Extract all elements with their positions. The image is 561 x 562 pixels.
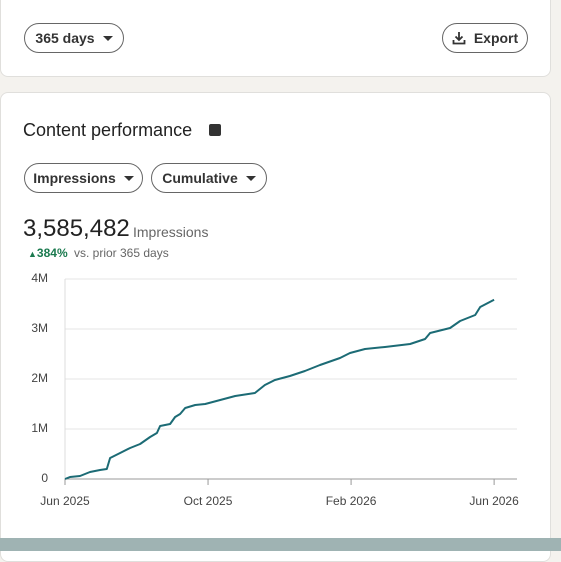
caret	[123, 175, 134, 181]
x-tick-label: Feb 2026	[326, 494, 377, 508]
x-tick-label: Oct 2025	[184, 494, 233, 508]
y-tick-label: 3M	[31, 321, 48, 335]
metric-label: Impressions	[33, 170, 116, 186]
total-value: 3,585,482	[23, 215, 130, 242]
download-icon	[452, 32, 466, 45]
export-label: Export	[473, 30, 519, 46]
total-unit: Impressions	[133, 224, 209, 240]
caret	[245, 175, 256, 181]
mode-label: Cumulative	[162, 170, 238, 186]
info-icon[interactable]	[209, 124, 221, 136]
change-note: vs. prior 365 days	[74, 246, 169, 260]
mode-select[interactable]: Cumulative	[151, 163, 267, 193]
x-tick-label: Jun 2026	[469, 494, 519, 508]
period-label: 365 days	[35, 30, 95, 46]
content-card: Content performance Impressions Cumulati…	[0, 92, 551, 562]
x-tick-label: Jun 2025	[40, 494, 90, 508]
caret	[102, 35, 113, 41]
export-button[interactable]: Export	[442, 23, 528, 53]
line	[64, 298, 495, 480]
y-tick-label: 4M	[31, 271, 48, 285]
card-title: Content performance	[23, 120, 193, 140]
y-tick-label: 2M	[31, 371, 48, 385]
change: ▲384%	[28, 246, 68, 260]
chart: 0 1M 2M 3M 4M Jun 2025 Oct 2025 Feb 2026 Jun 202…	[31, 271, 519, 508]
change-value: 384%	[36, 246, 68, 260]
taskbar	[0, 538, 561, 551]
filter-card: 365 days Export	[0, 0, 551, 77]
y-tick-label: 0	[41, 471, 48, 485]
metric-select[interactable]: Impressions	[24, 163, 143, 193]
y-tick-label: 1M	[31, 421, 48, 435]
period-select[interactable]: 365 days	[24, 23, 124, 53]
